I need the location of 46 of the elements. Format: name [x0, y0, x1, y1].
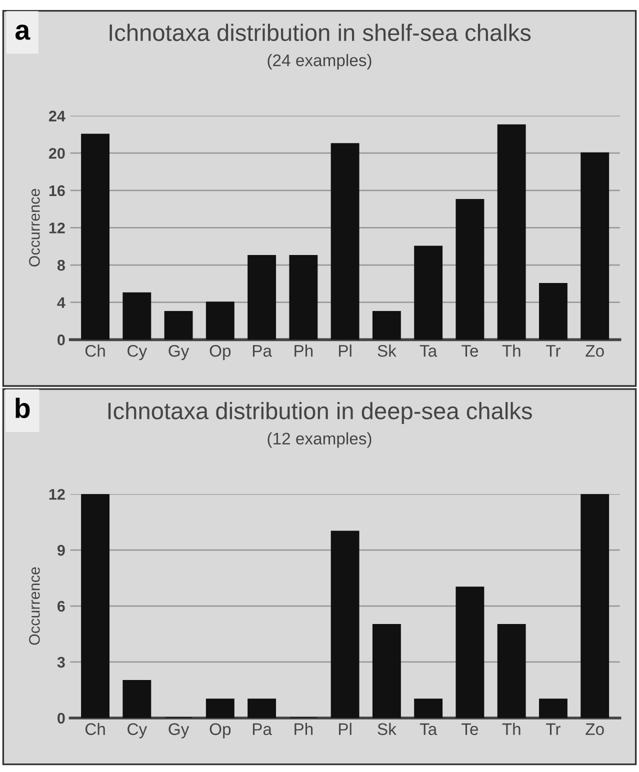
x-tick-label: Ch: [85, 344, 105, 357]
x-tick-label: Th: [502, 722, 520, 735]
y-tick-label: 12: [49, 488, 65, 500]
x-tick-label: Zo: [586, 723, 604, 736]
x-tick-label: Gy: [168, 723, 190, 738]
x-tick-label: Tr: [546, 723, 560, 735]
x-tick-label: Sk: [378, 344, 396, 357]
y-tick-label: 20: [48, 148, 65, 159]
y-tick-label: 0: [58, 334, 65, 346]
chart-title: Ichnotaxa distribution in shelf-sea chalks: [110, 24, 531, 42]
chart-title: Ichnotaxa distribution in deep-sea chalks: [108, 402, 532, 424]
x-tick-label: Op: [210, 723, 231, 738]
x-tick-label: Te: [462, 345, 478, 357]
y-tick-label: 16: [49, 185, 65, 196]
x-tick-label: Th: [502, 344, 520, 357]
x-tick-label: Op: [210, 344, 231, 360]
chart-subtitle: (12 examples): [268, 432, 372, 448]
y-axis-title: Occurrence: [29, 567, 40, 645]
x-tick-label: Ph: [294, 722, 313, 735]
text: a: [15, 24, 30, 40]
text: b: [16, 398, 30, 418]
y-tick-label: 3: [57, 656, 65, 668]
x-tick-label: Zo: [586, 345, 604, 357]
x-tick-label: Te: [462, 723, 478, 736]
y-tick-label: 9: [57, 544, 65, 556]
y-tick-label: 24: [48, 110, 66, 122]
x-tick-label: Ta: [420, 723, 438, 736]
y-tick-label: 8: [57, 260, 65, 271]
x-tick-label: Gy: [168, 344, 190, 360]
y-tick-label: 6: [57, 600, 65, 612]
x-tick-label: Pl: [339, 344, 352, 357]
x-tick-label: Ch: [85, 722, 105, 736]
x-tick-label: Tr: [546, 345, 560, 357]
y-tick-label: 12: [49, 222, 65, 234]
x-tick-label: Cy: [128, 344, 148, 360]
x-tick-label: Ph: [294, 344, 313, 357]
x-tick-label: Pa: [252, 723, 272, 736]
y-tick-label: 4: [57, 297, 66, 308]
y-axis-title: Occurrence: [29, 188, 40, 266]
x-tick-label: Pa: [252, 345, 272, 357]
x-tick-label: Sk: [378, 722, 396, 736]
x-tick-label: Cy: [128, 723, 148, 738]
x-tick-label: Ta: [420, 345, 438, 357]
chart-subtitle: (24 examples): [268, 54, 372, 70]
x-tick-label: Pl: [339, 722, 352, 735]
y-tick-label: 0: [58, 712, 65, 724]
